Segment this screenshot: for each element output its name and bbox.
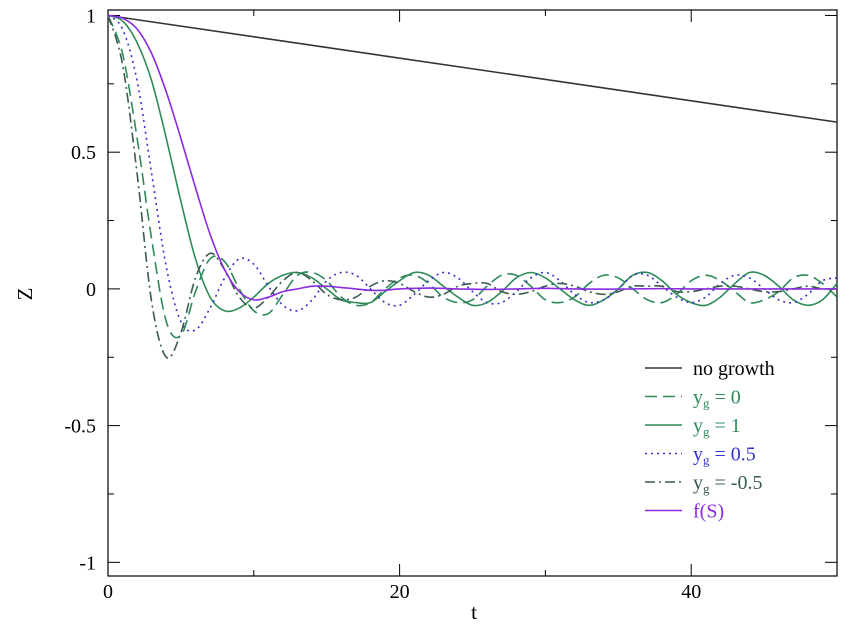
y-tick-label: -0.5 <box>64 416 96 438</box>
x-tick-label: 20 <box>390 581 410 603</box>
y-axis-title: Z <box>13 288 37 301</box>
y-tick-label: 0.5 <box>71 142 96 164</box>
series-lines <box>107 14 838 359</box>
series-line-1 <box>107 15 838 339</box>
legend: no growth yg = 0 yg = 1 yg = 0.5 yg = -0.5 f(… <box>645 358 775 523</box>
axis-ticks: 0 20 40 1 0.5 0 -0.5 -1 <box>64 5 838 603</box>
legend-label-0: no growth <box>693 358 775 380</box>
plot-frame <box>107 9 838 577</box>
series-line-2 <box>107 14 838 313</box>
legend-label-5: f(S) <box>693 501 724 523</box>
series-line-3 <box>107 14 838 332</box>
x-axis-title: t <box>471 600 477 624</box>
x-tick-label: 0 <box>103 581 113 603</box>
plot-area <box>107 9 838 577</box>
y-tick-label: 0 <box>86 279 96 301</box>
series-line-5 <box>107 14 837 301</box>
series-line-0 <box>107 14 838 123</box>
legend-label-2: yg = 1 <box>693 415 741 439</box>
y-tick-label: -1 <box>79 552 96 574</box>
y-tick-label: 1 <box>86 5 96 27</box>
x-tick-label: 40 <box>681 581 701 603</box>
legend-label-3: yg = 0.5 <box>693 444 756 468</box>
legend-label-1: yg = 0 <box>693 387 741 411</box>
legend-label-4: yg = -0.5 <box>693 472 762 496</box>
